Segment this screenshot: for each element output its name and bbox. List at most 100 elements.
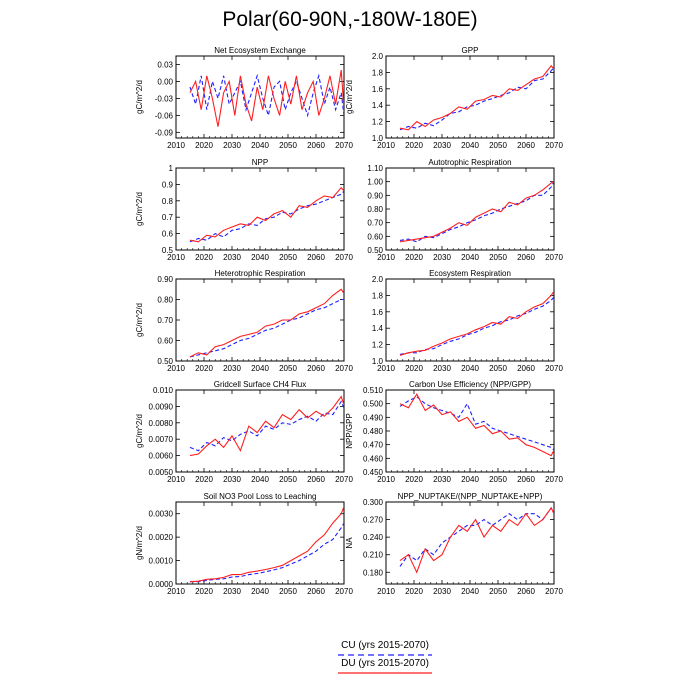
y-tick-label: 0.90 [367,191,383,200]
y-tick-label: 0.60 [157,337,173,346]
y-tick-label: 1.8 [372,291,384,300]
x-tick-label: 2060 [517,587,535,596]
series-line-cu [189,190,344,243]
x-tick-label: 2010 [377,364,395,373]
y-tick-label: 0.490 [363,413,384,422]
y-tick-label: 0.70 [367,219,383,228]
series-line-cu [189,400,344,452]
panel-title: Ecosystem Respiration [429,269,511,278]
x-tick-label: 2040 [461,475,479,484]
x-tick-label: 2040 [251,364,269,373]
x-tick-label: 2020 [405,141,423,150]
panel-soil-no3-pool-loss-to-leaching: Soil NO3 Pool Loss to Leaching gN/m^2/d 20… [135,492,353,596]
x-tick-label: 2030 [223,364,241,373]
series-line-cu [399,296,554,355]
x-tick-label: 2010 [377,253,395,262]
x-tick-label: 2040 [461,587,479,596]
x-tick-label: 2050 [279,253,297,262]
y-tick-label: 0.500 [363,400,384,409]
y-tick-label: 0.50 [157,357,173,366]
x-tick-label: 2060 [517,141,535,150]
plot-frame [385,278,555,362]
y-tick-label: 0.450 [363,468,384,477]
x-tick-label: 2030 [433,587,451,596]
x-tick-label: 2070 [335,475,353,484]
legend-swatch-du [338,672,432,674]
y-tick-label: 0.5 [162,246,174,255]
series-line-cu [399,396,554,451]
y-tick-label: 0.90 [157,275,173,284]
x-tick-label: 2070 [545,253,563,262]
x-tick-label: 2030 [433,253,451,262]
x-tick-label: 2070 [545,587,563,596]
y-tick-label: 0.0000 [149,580,174,589]
series-line-du [399,64,554,131]
y-tick-label: 1.0 [372,357,384,366]
y-tick-label: 0.80 [367,205,383,214]
x-tick-label: 2050 [279,141,297,150]
x-tick-label: 2040 [251,141,269,150]
y-tick-label: 1.6 [372,85,384,94]
x-tick-label: 2050 [489,475,507,484]
y-tick-label: 0.300 [363,498,384,507]
x-tick-label: 2030 [433,364,451,373]
y-tick-label: 0.60 [367,232,383,241]
panel-gpp: GPP gC/m^2/d 2010 2020 2030 2040 2050 2060 2070 1… [345,46,563,150]
y-tick-label: 0.240 [363,533,384,542]
legend-label-du: DU (yrs 2015-2070) [341,658,429,669]
panel-title: GPP [462,46,479,55]
series-line-cu [399,181,554,243]
x-tick-label: 2030 [223,253,241,262]
y-tick-label: 1.2 [372,118,384,127]
x-tick-label: 2030 [223,475,241,484]
x-tick-label: 2010 [167,587,185,596]
x-tick-label: 2020 [405,364,423,373]
y-tick-label: 0.50 [367,246,383,255]
x-tick-label: 2010 [167,253,185,262]
x-tick-label: 2070 [545,475,563,484]
x-tick-label: 2020 [195,364,213,373]
y-tick-label: 0.7 [162,213,174,222]
plot-frame [175,389,345,473]
panel-title: Soil NO3 Pool Loss to Leaching [204,492,317,501]
legend-swatch-cu [338,654,432,656]
series-line-du [399,506,554,574]
x-tick-label: 2050 [279,587,297,596]
x-tick-label: 2060 [307,253,325,262]
y-tick-label: 0.470 [363,441,384,450]
y-tick-label: 1.00 [367,178,383,187]
x-tick-label: 2020 [405,253,423,262]
y-tick-label: 0.0030 [149,510,174,519]
y-tick-label: 0.480 [363,427,384,436]
y-tick-label: 1.0 [372,134,384,143]
x-tick-label: 2050 [489,587,507,596]
x-tick-label: 2030 [223,587,241,596]
y-tick-label: 0.9 [162,180,174,189]
x-tick-label: 2040 [251,587,269,596]
series-line-cu [399,506,554,567]
y-tick-label: 0.0020 [149,533,174,542]
x-tick-label: 2040 [461,253,479,262]
x-tick-label: 2050 [489,364,507,373]
y-tick-label: 0.00 [157,77,173,86]
x-tick-label: 2060 [307,364,325,373]
y-tick-label: 0.0010 [149,557,174,566]
y-tick-label: -0.09 [155,128,174,137]
panel-title: NPP [252,158,268,167]
series-line-cu [190,522,344,583]
x-tick-label: 2010 [377,587,395,596]
y-tick-label: 0.8 [162,197,174,206]
y-tick-label: 1.4 [372,101,384,110]
x-tick-label: 2060 [307,587,325,596]
panel-autotrophic-respiration: Autotrophic Respiration 2010 2020 2030 2040 2… [367,158,563,262]
panel-npp: NPP gC/m^2/d 2010 2020 2030 2040 2050 2060 2070 0… [135,158,353,262]
x-tick-label: 2030 [223,141,241,150]
panel-title: NPP_NUPTAKE/(NPP_NUPTAKE+NPP) [398,492,543,501]
x-tick-label: 2070 [335,587,353,596]
y-tick-label: 0.0050 [149,468,174,477]
x-tick-label: 2040 [251,253,269,262]
panel-gridcell-surface-ch4-flux: Gridcell Surface CH4 Flux gC/m^2/d 2010 202… [135,380,353,484]
y-tick-label: 0.0070 [149,435,174,444]
x-tick-label: 2010 [167,475,185,484]
